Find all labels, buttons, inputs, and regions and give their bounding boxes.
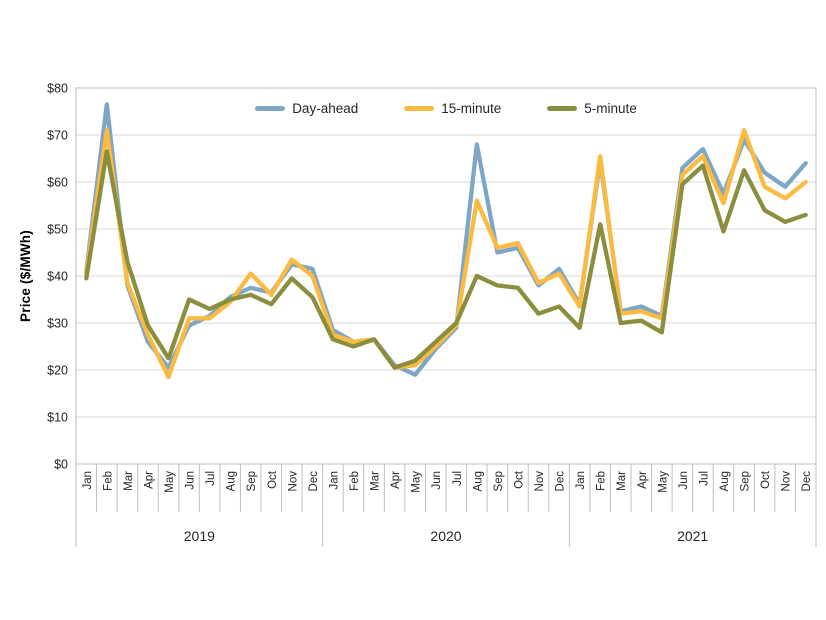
x-tick-label: Apr (390, 471, 402, 489)
x-tick-label: Sep (740, 471, 752, 491)
x-tick-label: Sep (493, 471, 505, 491)
x-tick-label: Oct (760, 470, 772, 489)
x-tick-label: Jun (185, 471, 197, 490)
x-tick-label: Jul (698, 471, 710, 486)
x-tick-label: Nov (534, 471, 546, 492)
x-tick-label: Dec (555, 471, 567, 492)
x-tick-label: Mar (370, 471, 382, 491)
year-label: 2019 (184, 528, 215, 544)
x-tick-label: Jan (575, 471, 587, 490)
x-tick-label: Aug (472, 471, 484, 491)
year-label: 2021 (677, 528, 708, 544)
y-tick-label: $20 (47, 364, 68, 378)
x-tick-label: Dec (308, 471, 320, 492)
x-tick-label: Jul (452, 471, 464, 486)
x-tick-label: May (411, 471, 423, 493)
y-axis-title: Price ($/MWh) (18, 230, 33, 322)
y-tick-label: $80 (47, 82, 68, 96)
x-tick-label: Sep (246, 471, 258, 491)
x-tick-label: Jun (678, 471, 690, 490)
x-tick-label: Apr (143, 471, 155, 489)
x-tick-label: Jun (431, 471, 443, 490)
x-tick-label: Oct (513, 470, 525, 489)
y-tick-label: $0 (54, 458, 68, 472)
x-tick-label: Jan (82, 471, 94, 490)
x-tick-label: May (164, 471, 176, 493)
x-tick-label: Aug (719, 471, 731, 491)
x-tick-label: Jul (205, 471, 217, 486)
x-tick-label: Oct (267, 470, 279, 489)
5-minute-line (84, 149, 808, 370)
year-label: 2020 (430, 528, 461, 544)
x-tick-label: Feb (349, 471, 361, 491)
x-tick-label: Dec (801, 471, 813, 492)
x-tick-label: Feb (102, 471, 114, 491)
y-tick-label: $10 (47, 411, 68, 425)
y-tick-label: $70 (47, 129, 68, 143)
x-tick-label: Nov (781, 471, 793, 492)
x-tick-label: Feb (596, 471, 608, 491)
x-tick-label: Jan (328, 471, 340, 490)
x-tick-label: May (657, 471, 669, 493)
y-tick-label: $60 (47, 176, 68, 190)
x-tick-label: Mar (616, 471, 628, 491)
y-tick-label: $40 (47, 270, 68, 284)
x-tick-label: Mar (123, 471, 135, 491)
x-tick-label: Apr (637, 471, 649, 489)
x-tick-label: Aug (226, 471, 238, 491)
y-tick-label: $30 (47, 317, 68, 331)
x-tick-label: Nov (287, 471, 299, 492)
15-minute-line (84, 128, 808, 380)
y-tick-label: $50 (47, 223, 68, 237)
